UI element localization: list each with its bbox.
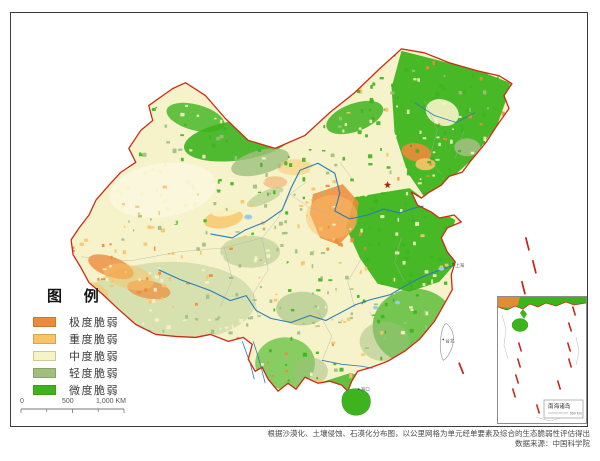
inset-nine-dash-segment [568, 322, 572, 332]
legend-item: 极度脆弱 [33, 313, 119, 330]
yellow-river [210, 162, 424, 239]
legend-rows: 极度脆弱重度脆弱中度脆弱轻度脆弱微度脆弱 [33, 313, 119, 398]
legend-item: 中度脆弱 [33, 347, 119, 364]
scale-label-mid: 500 [62, 398, 74, 405]
inset-neighbor-coastline [501, 314, 509, 360]
inset-nine-dash-segment [568, 358, 572, 368]
scale-label-end: 1,000 KM [96, 398, 126, 405]
inset-label-box [543, 399, 584, 419]
legend-item: 重度脆弱 [33, 330, 119, 347]
lake [373, 305, 379, 310]
caption-line-2: 数据来源：中国科学院 [515, 438, 590, 448]
inset-nine-dash-segment [512, 388, 516, 398]
caption-line-1: 根据沙漠化、土壤侵蚀、石漠化分布图，以公里网格为单元经单要素及综合的生态脆弱性评… [267, 429, 591, 438]
inset-nine-dash-segment [557, 380, 561, 390]
map-land-layer [71, 48, 512, 392]
legend-item: 微度脆弱 [33, 381, 119, 398]
river [414, 102, 476, 123]
inset-nine-dash-segment [517, 358, 521, 368]
label-taipei: 台北 [445, 337, 455, 344]
inset-nine-dash-segment [515, 374, 519, 384]
inset-title: 南海诸岛 [548, 402, 571, 410]
taiwan-island [439, 323, 454, 361]
scale-bar-line [20, 408, 125, 413]
lake [395, 300, 401, 305]
beijing-star-marker [384, 181, 392, 189]
legend-item-label: 重度脆弱 [69, 333, 119, 346]
river [321, 359, 373, 369]
nine-dash-line-segment [525, 237, 530, 251]
source-caption: 根据沙漠化、土壤侵蚀、石漠化分布图，以公里网格为单元经单要素及综合的生态脆弱性评… [268, 429, 591, 448]
legend-item: 轻度脆弱 [33, 364, 119, 381]
city-dot [357, 388, 360, 391]
inset-coast-land [498, 297, 586, 310]
legend-item-swatch [33, 350, 56, 361]
inset-nine-dash-segment [567, 342, 571, 352]
map-overlay-layer [70, 48, 537, 416]
legend-title: 图 例 [47, 289, 108, 305]
legend-item-label: 微度脆弱 [69, 384, 119, 397]
lake [438, 266, 445, 271]
south-china-sea-inset-map: 南海诸岛 500 Km [498, 297, 586, 422]
legend-item-label: 轻度脆弱 [69, 367, 119, 380]
scale-label-start: 0 [20, 398, 24, 405]
legend-item-swatch [33, 367, 56, 378]
city-dot [452, 262, 455, 265]
inset-scale-label: 500 Km [570, 412, 582, 416]
legend-item-swatch [33, 316, 56, 327]
legend-item-swatch [33, 384, 56, 395]
scale-bar: 0 500 1,000 KM [20, 398, 170, 418]
lake [244, 214, 253, 220]
legend-item-label: 中度脆弱 [69, 350, 119, 363]
inset-features [498, 297, 586, 422]
inset-nine-dash-segment [518, 342, 522, 352]
legend: 图 例 极度脆弱重度脆弱中度脆弱轻度脆弱微度脆弱 [33, 285, 119, 398]
legend-item-label: 极度脆弱 [69, 316, 119, 329]
city-dot [442, 338, 445, 341]
inset-hainan-island [511, 318, 529, 332]
china-vulnerability-map: 上海 台北 海口 [70, 48, 537, 416]
nine-dash-line-segment [521, 280, 526, 295]
inset-neighbor-coastline [575, 336, 580, 366]
river [252, 341, 266, 384]
map-rivers-boundaries-layer [81, 100, 476, 384]
inset-nine-dash-segment [572, 306, 576, 316]
label-haikou: 海口 [361, 386, 370, 393]
map-frame: 上海 台北 海口 [10, 12, 588, 427]
hainan-island [341, 388, 371, 416]
south-china-sea-inset: 南海诸岛 500 Km [497, 296, 587, 424]
nine-dash-line-segment [532, 259, 537, 274]
national-border [70, 48, 513, 392]
legend-item-swatch [33, 333, 56, 344]
inset-nine-dash-segment [536, 404, 540, 414]
nine-dash-line-segment [458, 362, 465, 375]
label-shanghai: 上海 [455, 262, 465, 269]
yangtze-river [158, 264, 456, 324]
